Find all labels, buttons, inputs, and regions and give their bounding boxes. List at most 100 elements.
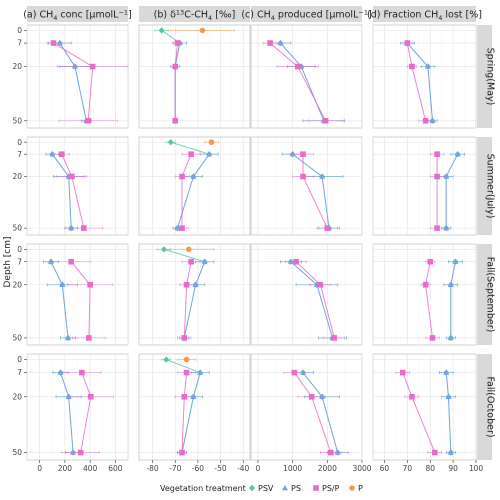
x-tick-label: -80 xyxy=(146,464,158,473)
data-point xyxy=(87,393,94,400)
data-point xyxy=(179,449,185,456)
data-point xyxy=(183,281,190,288)
data-point xyxy=(206,151,213,157)
data-point xyxy=(324,225,331,231)
row-strip-1: Summer(July) xyxy=(477,137,496,235)
series-PSP xyxy=(285,258,346,341)
series-PS xyxy=(438,369,456,455)
series-P xyxy=(204,139,219,145)
y-tick-label: 0 xyxy=(17,138,22,147)
panel-r2-c3 xyxy=(372,243,477,346)
series-PSP xyxy=(429,151,445,231)
column-strip-title: (d) Fraction CH4 lost [%] xyxy=(367,10,482,23)
legend-label: PS xyxy=(291,484,301,493)
data-point xyxy=(190,173,197,179)
column-strip-title: (b) δ13C-CH4 [‰] xyxy=(154,9,236,23)
row-strip-title: Summer(July) xyxy=(485,154,496,219)
series-PSP xyxy=(53,151,104,231)
data-point xyxy=(452,258,459,264)
data-point xyxy=(424,63,431,69)
y-tick-label: 50 xyxy=(12,116,22,125)
panel-background xyxy=(138,136,251,236)
data-point xyxy=(167,138,174,146)
x-tick-label: -70 xyxy=(169,464,181,473)
data-point xyxy=(295,63,301,70)
y-tick-label: 7 xyxy=(17,257,22,266)
data-point xyxy=(89,63,96,70)
data-point xyxy=(183,369,190,376)
data-point xyxy=(172,117,179,124)
data-point xyxy=(87,281,93,288)
data-point xyxy=(77,449,84,456)
x-tick-label: 2000 xyxy=(318,464,337,473)
row-strip-title: Fall(September) xyxy=(485,257,496,333)
data-point xyxy=(443,173,450,179)
data-point xyxy=(409,63,415,70)
x-tick-label: 60 xyxy=(380,464,390,473)
legend-item-P: P xyxy=(349,484,363,493)
data-point xyxy=(186,246,192,253)
panel-r1-c1 xyxy=(138,136,251,236)
series-PSP xyxy=(177,258,201,341)
y-tick-label: 7 xyxy=(17,150,22,159)
y-tick-label: 0 xyxy=(17,355,22,364)
x-tick-label: 80 xyxy=(425,464,435,473)
panel-r3-c0 xyxy=(26,353,129,461)
series-PSP xyxy=(51,258,114,341)
panel-r0-c3 xyxy=(372,24,477,129)
x-tick-label: 0 xyxy=(37,464,42,473)
column-strip-0: (a) CH4 conc [μmolL−1] xyxy=(23,6,132,22)
panel-background xyxy=(372,353,477,461)
data-point xyxy=(300,151,306,157)
data-point xyxy=(181,335,188,341)
data-point xyxy=(404,40,411,46)
data-point xyxy=(399,369,406,376)
data-point xyxy=(86,335,92,341)
data-point xyxy=(199,27,206,34)
data-point xyxy=(434,151,440,157)
data-point xyxy=(434,225,440,231)
series-PSP xyxy=(402,40,433,124)
y-tick-label: 50 xyxy=(12,448,22,457)
panel-background xyxy=(138,243,251,346)
panel-background xyxy=(250,136,363,236)
data-point xyxy=(447,334,454,341)
data-point xyxy=(300,173,306,180)
series-PSP xyxy=(420,258,440,341)
series-PS xyxy=(438,151,465,231)
series-P xyxy=(163,246,215,253)
data-point xyxy=(434,173,440,180)
data-point xyxy=(277,40,284,46)
column-strip-2: (c) CH4 produced [μmolL−1] xyxy=(241,6,372,23)
panel-background xyxy=(372,136,477,236)
column-strip-1: (b) δ13C-CH4 [‰] xyxy=(139,6,250,22)
row-strip-0: Spring(May) xyxy=(477,25,496,128)
panel-background xyxy=(138,24,251,129)
panel-r3-c2 xyxy=(250,353,363,461)
series-PSP xyxy=(395,369,443,456)
x-tick-label: 90 xyxy=(448,464,458,473)
data-point xyxy=(409,393,415,400)
series-PSP xyxy=(46,40,129,124)
column-strip-title: (c) CH4 produced [μmolL−1] xyxy=(241,9,371,23)
data-point xyxy=(50,40,57,46)
data-point xyxy=(443,225,450,231)
x-tick-label: -40 xyxy=(237,464,249,473)
data-point xyxy=(181,393,188,400)
x-tick-label: 100 xyxy=(469,464,484,473)
y-tick-label: 7 xyxy=(17,368,22,377)
legend-title: Vegetation treatment xyxy=(160,484,246,493)
legend-marker xyxy=(349,485,355,491)
data-point xyxy=(422,281,429,288)
x-tick-label: 200 xyxy=(58,464,73,473)
series-P xyxy=(170,27,235,34)
data-point xyxy=(163,356,170,363)
data-point xyxy=(293,258,299,265)
panel-background xyxy=(372,243,477,346)
y-tick-label: 20 xyxy=(12,172,22,181)
y-tick-label: 20 xyxy=(12,280,22,289)
data-point xyxy=(79,369,85,376)
data-point xyxy=(317,281,324,288)
legend-marker xyxy=(282,485,288,491)
